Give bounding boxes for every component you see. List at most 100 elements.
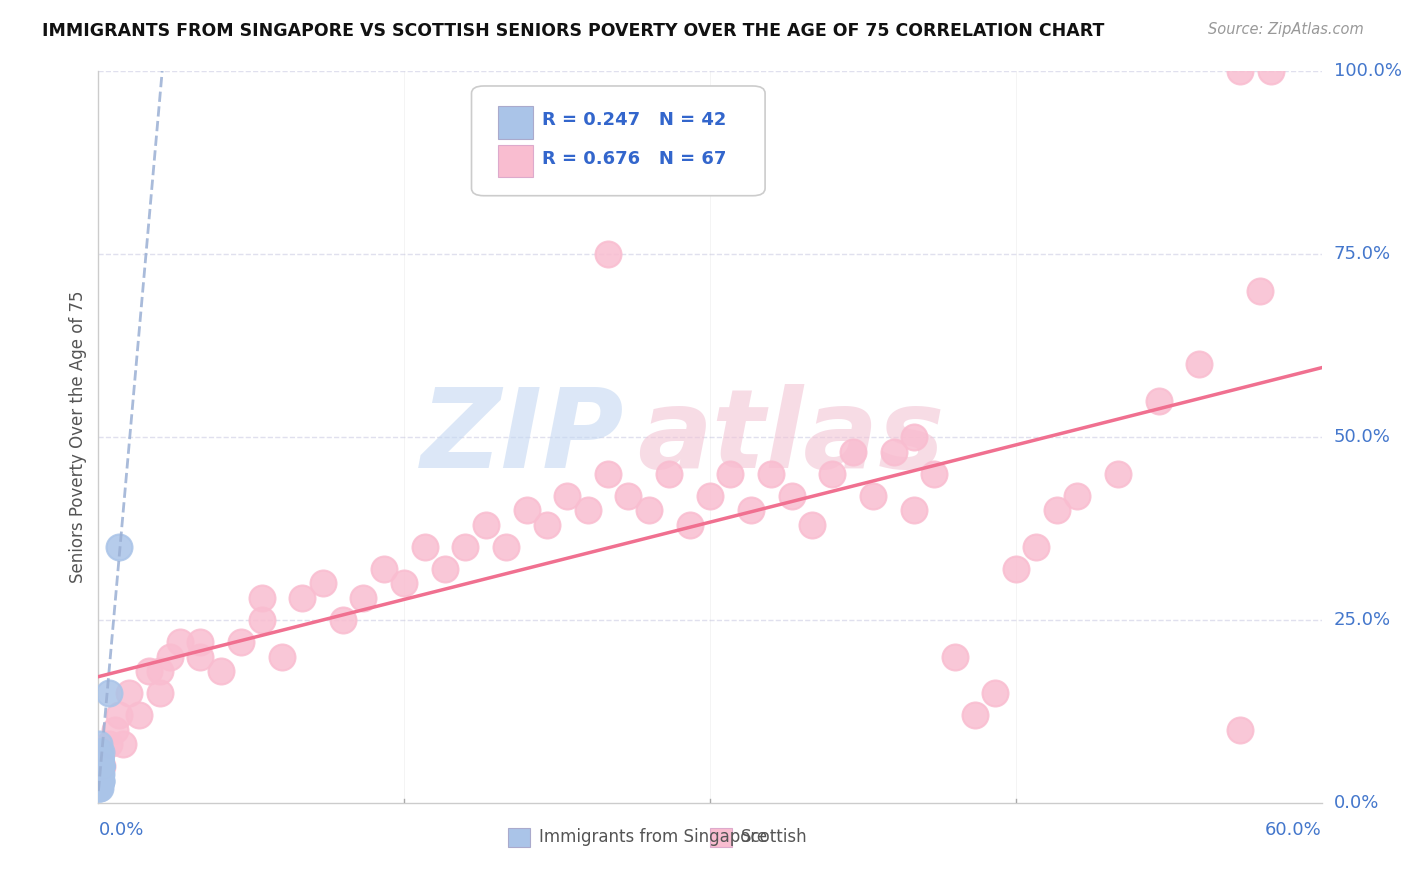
- Point: [149, 664, 172, 678]
- Point: [250, 613, 273, 627]
- Point: [1004, 562, 1026, 576]
- Point: [679, 517, 702, 532]
- Point: [89, 759, 111, 773]
- Point: [89, 766, 111, 780]
- Point: [89, 759, 111, 773]
- Point: [1229, 64, 1251, 78]
- Point: [118, 686, 141, 700]
- Text: ZIP: ZIP: [420, 384, 624, 491]
- Text: 0.0%: 0.0%: [1334, 794, 1379, 812]
- Point: [332, 613, 354, 627]
- Point: [169, 635, 191, 649]
- Point: [596, 467, 619, 481]
- Point: [373, 562, 395, 576]
- Point: [89, 781, 111, 796]
- Point: [91, 759, 114, 773]
- Text: Immigrants from Singapore: Immigrants from Singapore: [538, 828, 766, 847]
- Point: [352, 591, 374, 605]
- Point: [841, 444, 863, 458]
- Point: [1066, 489, 1088, 503]
- Point: [90, 759, 112, 773]
- Point: [965, 708, 987, 723]
- Point: [922, 467, 945, 481]
- Point: [89, 773, 111, 788]
- FancyBboxPatch shape: [471, 86, 765, 195]
- Text: atlas: atlas: [637, 384, 943, 491]
- Point: [89, 766, 111, 780]
- Text: R = 0.247   N = 42: R = 0.247 N = 42: [543, 112, 727, 129]
- Point: [149, 686, 172, 700]
- Point: [740, 503, 762, 517]
- Point: [291, 591, 314, 605]
- Point: [89, 766, 111, 780]
- Point: [90, 766, 112, 780]
- Text: 50.0%: 50.0%: [1334, 428, 1391, 446]
- Point: [108, 540, 131, 554]
- Point: [89, 752, 111, 766]
- Point: [536, 517, 558, 532]
- Point: [250, 591, 273, 605]
- Point: [89, 737, 111, 751]
- Point: [90, 759, 112, 773]
- Point: [128, 708, 150, 723]
- Point: [883, 444, 905, 458]
- Point: [1249, 284, 1271, 298]
- Text: Scottish: Scottish: [741, 828, 807, 847]
- Point: [1260, 64, 1282, 78]
- Point: [89, 766, 111, 780]
- Point: [159, 649, 181, 664]
- Point: [637, 503, 661, 517]
- Point: [516, 503, 538, 517]
- Point: [312, 576, 335, 591]
- Point: [780, 489, 803, 503]
- Point: [270, 649, 294, 664]
- Point: [89, 752, 111, 766]
- Point: [862, 489, 884, 503]
- Point: [89, 752, 111, 766]
- Point: [97, 686, 120, 700]
- Point: [89, 766, 111, 780]
- Point: [104, 723, 127, 737]
- Point: [801, 517, 824, 532]
- Point: [89, 745, 111, 759]
- Point: [759, 467, 782, 481]
- Bar: [710, 829, 733, 847]
- Point: [108, 708, 131, 723]
- Point: [821, 467, 844, 481]
- Point: [454, 540, 477, 554]
- Point: [89, 781, 111, 796]
- Point: [231, 635, 253, 649]
- Y-axis label: Seniors Poverty Over the Age of 75: Seniors Poverty Over the Age of 75: [69, 291, 87, 583]
- Point: [89, 766, 111, 780]
- Point: [89, 752, 111, 766]
- Point: [576, 503, 599, 517]
- Point: [1147, 393, 1170, 408]
- Point: [90, 773, 112, 788]
- Point: [718, 467, 742, 481]
- Bar: [498, 145, 533, 178]
- Point: [89, 781, 111, 796]
- Point: [474, 517, 498, 532]
- Point: [89, 759, 111, 773]
- Point: [1188, 357, 1211, 371]
- Point: [89, 752, 111, 766]
- Point: [209, 664, 232, 678]
- Point: [943, 649, 966, 664]
- Text: 25.0%: 25.0%: [1334, 611, 1391, 629]
- Text: 0.0%: 0.0%: [98, 821, 143, 839]
- Point: [188, 649, 212, 664]
- Bar: [498, 106, 533, 138]
- Point: [89, 752, 111, 766]
- Point: [89, 752, 111, 766]
- Point: [138, 664, 160, 678]
- Text: Source: ZipAtlas.com: Source: ZipAtlas.com: [1208, 22, 1364, 37]
- Point: [188, 635, 212, 649]
- Point: [111, 737, 134, 751]
- Point: [596, 247, 619, 261]
- Text: 75.0%: 75.0%: [1334, 245, 1391, 263]
- Point: [1107, 467, 1129, 481]
- Point: [89, 773, 111, 788]
- Text: 100.0%: 100.0%: [1334, 62, 1402, 80]
- Point: [89, 773, 111, 788]
- Point: [1025, 540, 1047, 554]
